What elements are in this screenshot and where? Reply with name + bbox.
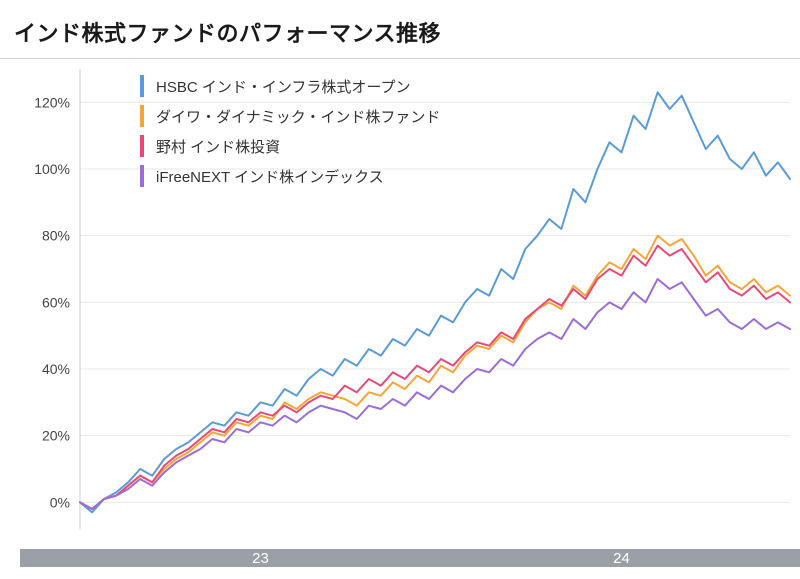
legend-label: iFreeNEXT インド株インデックス xyxy=(156,166,384,187)
legend-label: ダイワ・ダイナミック・インド株ファンド xyxy=(156,106,440,127)
legend-swatch xyxy=(140,105,144,127)
svg-text:60%: 60% xyxy=(42,294,70,310)
svg-text:23: 23 xyxy=(252,550,269,567)
svg-text:40%: 40% xyxy=(42,361,70,377)
series-line xyxy=(80,236,790,509)
legend-label: 野村 インド株投資 xyxy=(156,136,280,157)
svg-text:100%: 100% xyxy=(34,161,70,177)
page-title: インド株式ファンドのパフォーマンス推移 xyxy=(14,16,786,48)
legend-swatch xyxy=(140,135,144,157)
svg-text:20%: 20% xyxy=(42,428,70,444)
legend-item: iFreeNEXT インド株インデックス xyxy=(140,161,440,191)
series-line xyxy=(80,279,790,509)
svg-text:120%: 120% xyxy=(34,94,70,110)
legend-swatch xyxy=(140,165,144,187)
legend: HSBC インド・インフラ株式オープンダイワ・ダイナミック・インド株ファンド野村… xyxy=(140,71,440,191)
chart-area: 0% 20% 40% 60% 80% 100% 120% 23 24 HSBC インド・インフラ… xyxy=(0,59,800,579)
svg-text:80%: 80% xyxy=(42,228,70,244)
legend-item: HSBC インド・インフラ株式オープン xyxy=(140,71,440,101)
title-bar: インド株式ファンドのパフォーマンス推移 xyxy=(0,0,800,59)
legend-swatch xyxy=(140,75,144,97)
svg-text:24: 24 xyxy=(613,550,630,567)
legend-label: HSBC インド・インフラ株式オープン xyxy=(156,76,411,97)
svg-text:0%: 0% xyxy=(50,494,70,510)
legend-item: 野村 インド株投資 xyxy=(140,131,440,161)
legend-item: ダイワ・ダイナミック・インド株ファンド xyxy=(140,101,440,131)
